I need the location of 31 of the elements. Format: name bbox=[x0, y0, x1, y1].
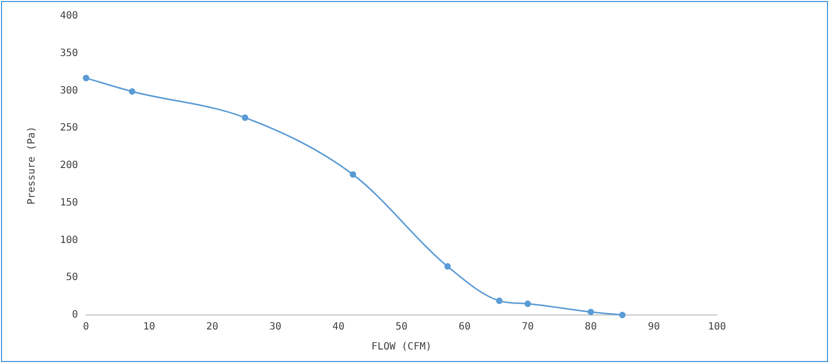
y-axis-title: Pressure (Pa) bbox=[26, 126, 38, 205]
point bbox=[350, 171, 356, 178]
x-tick-label: 80 bbox=[584, 322, 597, 333]
x-tick-label: 70 bbox=[522, 322, 534, 333]
point bbox=[128, 88, 136, 95]
y-tick-label: 150 bbox=[60, 197, 78, 208]
y-tick-label: 200 bbox=[60, 160, 78, 172]
y-tick-label: 300 bbox=[60, 85, 78, 96]
point bbox=[588, 308, 594, 316]
point bbox=[444, 263, 451, 270]
x-tick-label: 20 bbox=[206, 322, 218, 333]
y-tick-label: 100 bbox=[60, 234, 78, 246]
x-tick-label: 50 bbox=[396, 322, 408, 333]
x-axis-title: FLOW (CFM) bbox=[371, 342, 432, 353]
y-tick-label: 0 bbox=[72, 310, 78, 321]
y-tick-label: 50 bbox=[66, 272, 78, 284]
point bbox=[524, 300, 531, 308]
point bbox=[496, 298, 503, 304]
point bbox=[82, 74, 90, 82]
x-tick-label: 100 bbox=[708, 322, 726, 333]
x-tick-label: 10 bbox=[143, 322, 156, 333]
y-tick-label: 400 bbox=[60, 10, 78, 22]
x-tick-label: 90 bbox=[648, 322, 660, 333]
x-tick-label: 40 bbox=[332, 322, 344, 333]
y-tick-label: 350 bbox=[60, 48, 78, 59]
y-tick-label: 250 bbox=[60, 122, 78, 134]
point bbox=[619, 312, 626, 318]
x-tick-label: 60 bbox=[458, 322, 471, 333]
point bbox=[242, 114, 248, 121]
x-tick-label: 30 bbox=[269, 322, 282, 333]
x-tick-label: 0 bbox=[83, 322, 90, 333]
